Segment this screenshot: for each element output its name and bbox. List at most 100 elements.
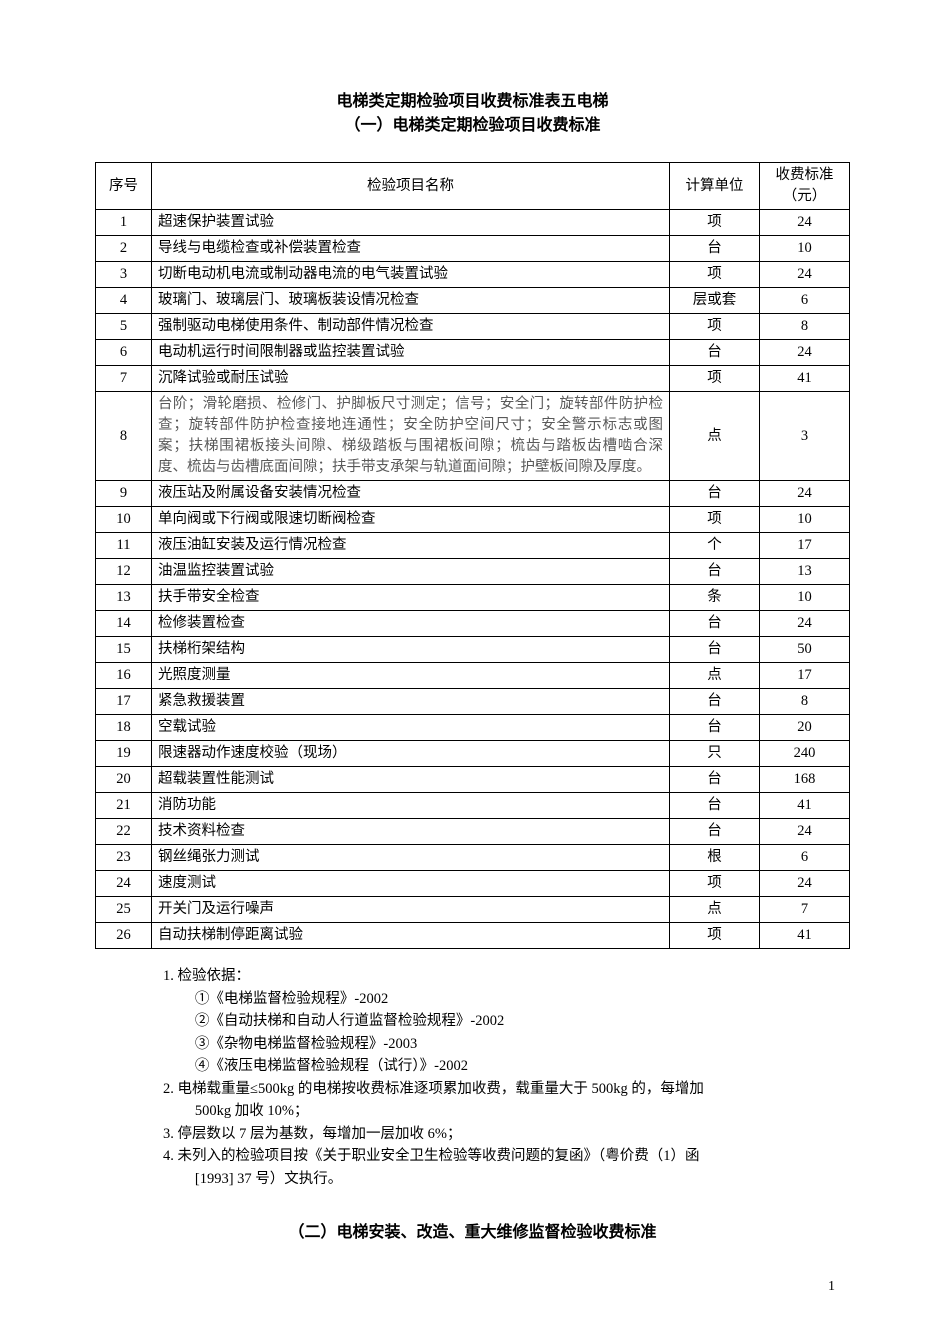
cell-seq: 15 — [96, 637, 152, 663]
cell-unit: 台 — [670, 481, 760, 507]
cell-seq: 8 — [96, 392, 152, 481]
cell-seq: 6 — [96, 340, 152, 366]
table-row: 2导线与电缆检查或补偿装置检查台10 — [96, 236, 850, 262]
cell-seq: 25 — [96, 897, 152, 923]
cell-name: 单向阀或下行阀或限速切断阀检查 — [152, 507, 670, 533]
cell-unit: 个 — [670, 533, 760, 559]
table-row: 15扶梯桁架结构台50 — [96, 637, 850, 663]
cell-seq: 1 — [96, 210, 152, 236]
cell-unit: 项 — [670, 507, 760, 533]
cell-fee: 3 — [760, 392, 850, 481]
cell-unit: 项 — [670, 314, 760, 340]
cell-unit: 台 — [670, 637, 760, 663]
cell-seq: 13 — [96, 585, 152, 611]
cell-fee: 41 — [760, 366, 850, 392]
cell-name: 光照度测量 — [152, 663, 670, 689]
cell-seq: 2 — [96, 236, 152, 262]
cell-name: 超载装置性能测试 — [152, 767, 670, 793]
table-row: 26自动扶梯制停距离试验项41 — [96, 923, 850, 949]
cell-fee: 17 — [760, 663, 850, 689]
table-row: 1超速保护装置试验项24 — [96, 210, 850, 236]
cell-seq: 9 — [96, 481, 152, 507]
col-header-name: 检验项目名称 — [152, 163, 670, 210]
cell-seq: 26 — [96, 923, 152, 949]
cell-seq: 11 — [96, 533, 152, 559]
cell-fee: 8 — [760, 689, 850, 715]
cell-unit: 项 — [670, 923, 760, 949]
note-1d: ④《液压电梯监督检验规程（试行）》-2002 — [163, 1055, 850, 1077]
cell-seq: 18 — [96, 715, 152, 741]
note-1a: ①《电梯监督检验规程》-2002 — [163, 988, 850, 1010]
table-row: 10单向阀或下行阀或限速切断阀检查项10 — [96, 507, 850, 533]
cell-seq: 14 — [96, 611, 152, 637]
table-row: 21消防功能台41 — [96, 793, 850, 819]
table-row: 25开关门及运行噪声点7 — [96, 897, 850, 923]
table-row: 18空载试验台20 — [96, 715, 850, 741]
table-row: 23钢丝绳张力测试根6 — [96, 845, 850, 871]
note-1b: ②《自动扶梯和自动人行道监督检验规程》-2002 — [163, 1010, 850, 1032]
table-row: 4玻璃门、玻璃层门、玻璃板装设情况检查层或套6 — [96, 288, 850, 314]
cell-unit: 点 — [670, 897, 760, 923]
cell-fee: 24 — [760, 819, 850, 845]
table-row: 5强制驱动电梯使用条件、制动部件情况检查项8 — [96, 314, 850, 340]
cell-fee: 24 — [760, 611, 850, 637]
cell-name: 强制驱动电梯使用条件、制动部件情况检查 — [152, 314, 670, 340]
cell-name: 空载试验 — [152, 715, 670, 741]
table-row: 19限速器动作速度校验（现场）只240 — [96, 741, 850, 767]
note-3: 3. 停层数以 7 层为基数，每增加一层加收 6%； — [163, 1123, 850, 1145]
cell-name: 扶手带安全检查 — [152, 585, 670, 611]
cell-unit: 台 — [670, 611, 760, 637]
cell-name: 切断电动机电流或制动器电流的电气装置试验 — [152, 262, 670, 288]
cell-unit: 台 — [670, 236, 760, 262]
cell-name: 紧急救援装置 — [152, 689, 670, 715]
cell-seq: 19 — [96, 741, 152, 767]
cell-unit: 项 — [670, 871, 760, 897]
cell-fee: 6 — [760, 845, 850, 871]
cell-unit: 台 — [670, 793, 760, 819]
cell-fee: 10 — [760, 585, 850, 611]
section-2-title: （二）电梯安装、改造、重大维修监督检验收费标准 — [95, 1218, 850, 1242]
note-4-line1: 4. 未列入的检验项目按《关于职业安全卫生检验等收费问题的复函》（粤价费（1）函 — [163, 1145, 850, 1167]
table-row: 7沉降试验或耐压试验项41 — [96, 366, 850, 392]
cell-fee: 20 — [760, 715, 850, 741]
col-header-fee: 收费标准（元） — [760, 163, 850, 210]
cell-unit: 台 — [670, 559, 760, 585]
col-header-seq: 序号 — [96, 163, 152, 210]
cell-name: 油温监控装置试验 — [152, 559, 670, 585]
cell-unit: 项 — [670, 262, 760, 288]
table-row: 17紧急救援装置台8 — [96, 689, 850, 715]
cell-fee: 17 — [760, 533, 850, 559]
cell-fee: 10 — [760, 507, 850, 533]
cell-unit: 根 — [670, 845, 760, 871]
cell-unit: 层或套 — [670, 288, 760, 314]
cell-fee: 168 — [760, 767, 850, 793]
table-row: 22技术资料检查台24 — [96, 819, 850, 845]
cell-seq: 20 — [96, 767, 152, 793]
table-row: 16光照度测量点17 — [96, 663, 850, 689]
cell-fee: 24 — [760, 481, 850, 507]
cell-name: 导线与电缆检查或补偿装置检查 — [152, 236, 670, 262]
cell-unit: 点 — [670, 663, 760, 689]
cell-unit: 点 — [670, 392, 760, 481]
table-row: 20超载装置性能测试台168 — [96, 767, 850, 793]
table-row: 13扶手带安全检查条10 — [96, 585, 850, 611]
note-4-line2: [1993] 37 号）文执行。 — [163, 1168, 850, 1190]
cell-seq: 7 — [96, 366, 152, 392]
document-title: 电梯类定期检验项目收费标准表五电梯 （一）电梯类定期检验项目收费标准 — [95, 90, 850, 138]
cell-name: 液压油缸安装及运行情况检查 — [152, 533, 670, 559]
cell-name: 开关门及运行噪声 — [152, 897, 670, 923]
note-1c: ③《杂物电梯监督检验规程》-2003 — [163, 1033, 850, 1055]
note-1: 1. 检验依据： — [163, 965, 850, 987]
cell-seq: 17 — [96, 689, 152, 715]
cell-fee: 24 — [760, 262, 850, 288]
cell-unit: 条 — [670, 585, 760, 611]
title-line-2: （一）电梯类定期检验项目收费标准 — [95, 114, 850, 138]
table-row: 11液压油缸安装及运行情况检查个17 — [96, 533, 850, 559]
cell-name: 速度测试 — [152, 871, 670, 897]
cell-name: 消防功能 — [152, 793, 670, 819]
cell-seq: 5 — [96, 314, 152, 340]
table-row: 12油温监控装置试验台13 — [96, 559, 850, 585]
cell-fee: 41 — [760, 923, 850, 949]
cell-unit: 台 — [670, 340, 760, 366]
cell-fee: 24 — [760, 871, 850, 897]
